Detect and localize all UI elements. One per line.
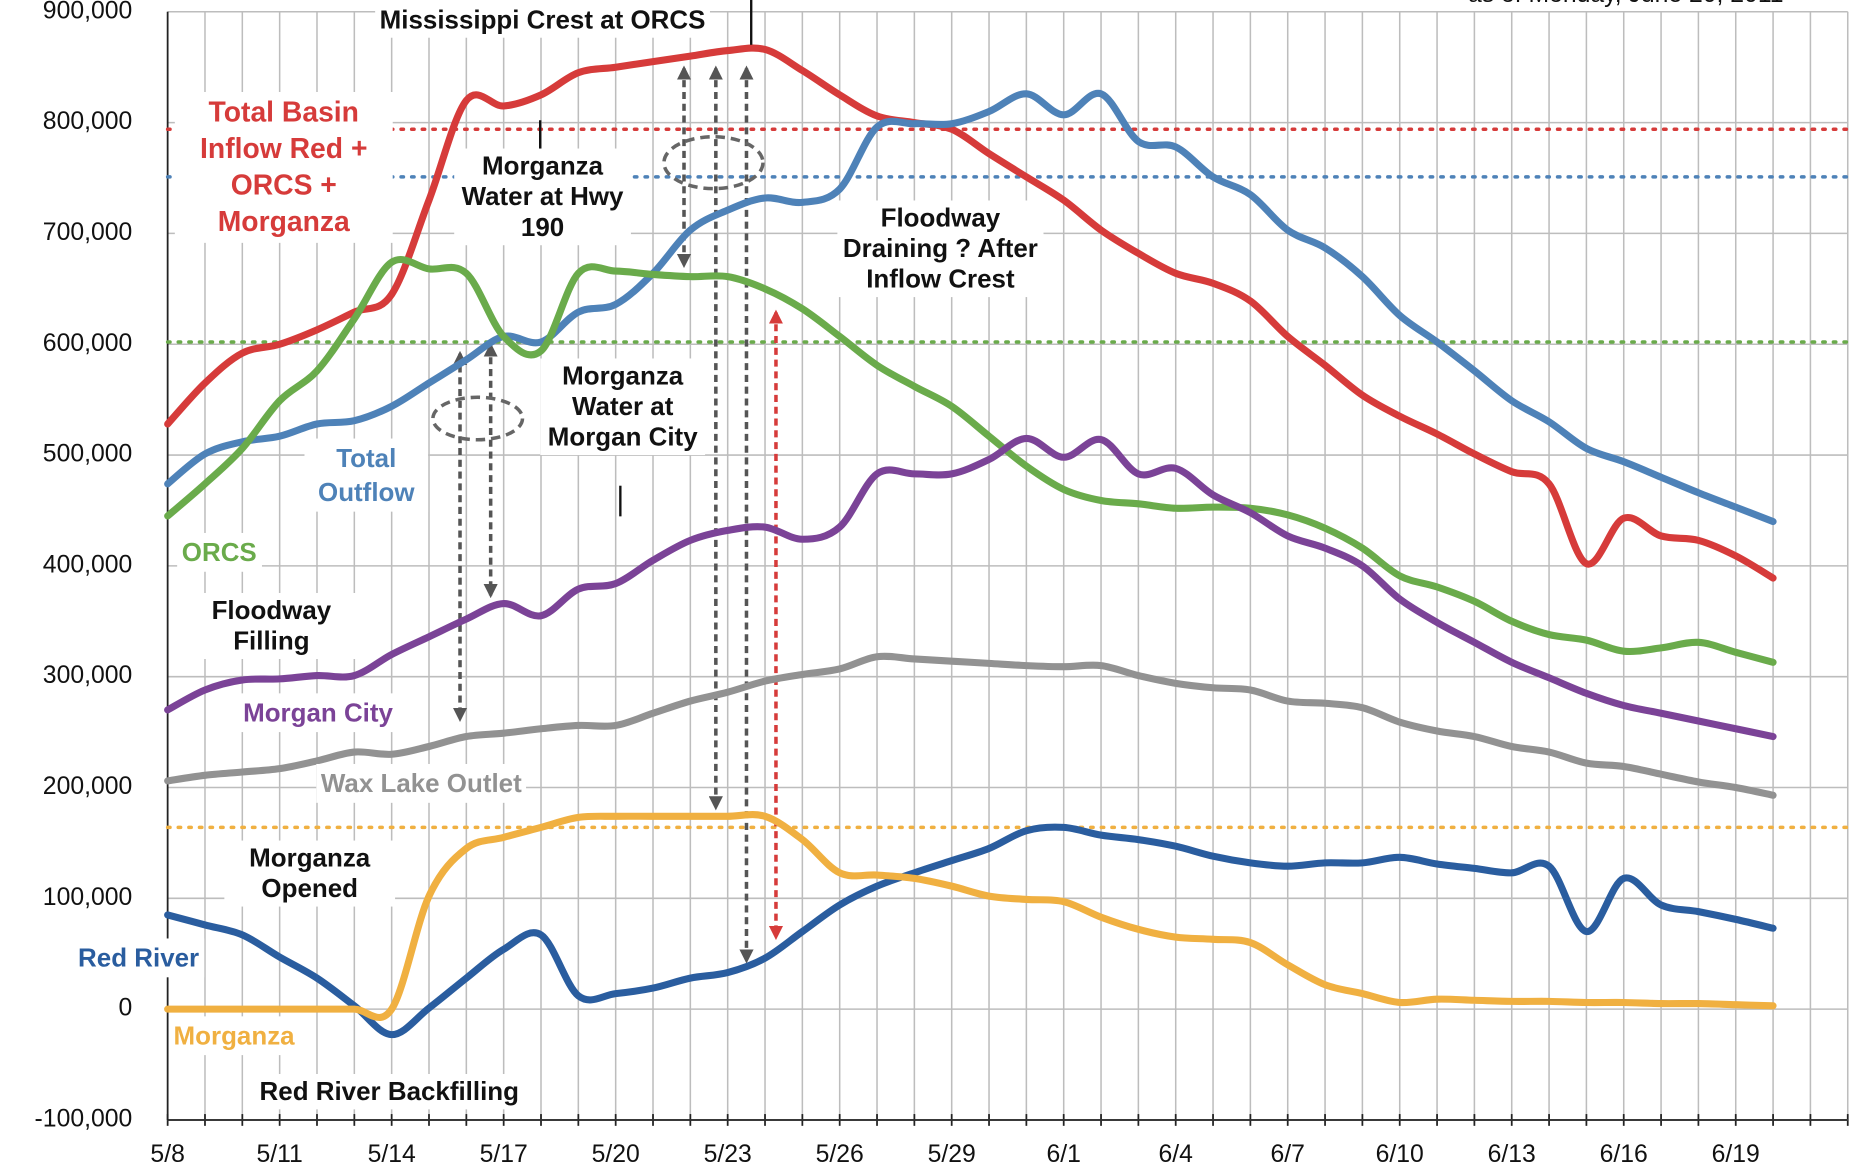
annotation-box: Floodway Draining ? After Inflow Crest [837, 200, 1044, 341]
x-tick-label: 5/11 [256, 1141, 302, 1168]
series-label: ORCS [177, 532, 262, 572]
y-tick-label: 300,000 [43, 662, 132, 689]
series-label: Red River [73, 938, 204, 978]
x-tick-label: 5/23 [704, 1141, 752, 1168]
series-line [164, 44, 1777, 582]
series-line [164, 89, 1777, 526]
annotation: Morganza Water at Morgan City [540, 358, 706, 456]
annotation-wrap: Red River Backfilling [224, 1073, 554, 1173]
series-label-wrap: Red River [73, 938, 226, 1091]
series-label-box: Wax Lake Outlet [316, 763, 564, 917]
y-tick-label: 200,000 [43, 773, 132, 800]
series-label-box: Morgan City [238, 693, 427, 846]
series-label-wrap: Total Outflow [304, 438, 429, 592]
series-label-box: Total Basin Inflow Red + ORCS + Morganza [174, 91, 393, 245]
x-tick-label: 5/26 [816, 1141, 864, 1168]
annotation-wrap: Morganza Opened [224, 840, 396, 982]
x-tick-label: 5/29 [928, 1141, 976, 1168]
x-tick-label: 6/7 [1271, 1141, 1305, 1168]
series-label-wrap: ORCS [177, 532, 283, 686]
series-label-wrap: Morganza [168, 1016, 316, 1169]
annotation: Mississippi Crest at ORCS [374, 2, 711, 38]
annotation-box: Morganza Water at Morgan City [540, 358, 706, 499]
highlight-ellipse [431, 395, 525, 442]
y-tick-label: 500,000 [43, 441, 132, 468]
series-label: Wax Lake Outlet [316, 763, 527, 803]
series-line [164, 811, 1777, 1021]
annotation: Morganza Water at Hwy 190 [454, 148, 631, 246]
annotation-wrap: Morganza Water at Hwy 190 [454, 148, 631, 290]
x-tick-label: 6/10 [1376, 1141, 1424, 1168]
series-label-wrap: Total Basin Inflow Red + ORCS + Morganza [174, 91, 393, 245]
annotation-box: Red River Backfilling [224, 1073, 554, 1173]
series-label-box: Total Outflow [304, 438, 429, 592]
y-tick-label: 100,000 [43, 884, 132, 911]
y-tick-label: 800,000 [43, 108, 132, 135]
highlight-ellipse [662, 134, 765, 191]
annotation-wrap: Floodway Draining ? After Inflow Crest [837, 200, 1044, 341]
x-tick-label: 6/13 [1488, 1141, 1536, 1168]
series-label-wrap: Morgan City [238, 693, 427, 846]
series-label-box: ORCS [177, 532, 283, 686]
annotation: Morganza Opened [224, 840, 396, 907]
series-label: Morgan City [238, 693, 398, 733]
y-tick-label: 900,000 [43, 0, 132, 24]
annotation: Red River Backfilling [254, 1073, 524, 1110]
annotation-wrap: Mississippi Crest at ORCS [336, 2, 749, 143]
annotation: Floodway Filling [182, 592, 360, 660]
annotation-wrap: Morganza Water at Morgan City [540, 358, 706, 499]
x-tick-label: 6/16 [1600, 1141, 1648, 1168]
x-tick-label: 6/19 [1712, 1141, 1760, 1168]
series-label-wrap: Wax Lake Outlet [316, 763, 564, 917]
series-line [164, 255, 1777, 666]
subtitle: as of Monday, June 20, 2011 [1468, 0, 1784, 8]
y-tick-label: 400,000 [43, 551, 132, 578]
series-label-box: Red River [73, 938, 226, 1091]
x-tick-label: 5/20 [592, 1141, 640, 1168]
annotation-box: Mississippi Crest at ORCS [336, 2, 749, 143]
series-line [164, 434, 1777, 741]
series-label: Morganza [168, 1016, 300, 1056]
annotation: Floodway Draining ? After Inflow Crest [837, 200, 1044, 298]
series-label-box: Morganza [168, 1016, 316, 1169]
annotation-box: Morganza Water at Hwy 190 [454, 148, 631, 290]
series-label: Total Outflow [304, 438, 429, 512]
y-tick-label: -100,000 [35, 1105, 133, 1132]
x-tick-label: 5/14 [368, 1141, 416, 1168]
y-tick-label: 600,000 [43, 330, 132, 357]
y-tick-label: 0 [119, 995, 133, 1022]
annotation-wrap: Floodway Filling [182, 592, 360, 734]
x-tick-label: 6/4 [1159, 1141, 1194, 1168]
series-line [164, 823, 1777, 1039]
series-line [164, 652, 1777, 799]
y-tick-label: 700,000 [43, 219, 132, 246]
annotation-box: Morganza Opened [224, 840, 396, 982]
x-tick-label: 5/8 [150, 1141, 184, 1168]
x-tick-label: 6/1 [1047, 1141, 1081, 1168]
series-label: Total Basin Inflow Red + ORCS + Morganza [174, 91, 393, 243]
annotation-box: Floodway Filling [182, 592, 360, 734]
x-tick-label: 5/17 [480, 1141, 528, 1168]
